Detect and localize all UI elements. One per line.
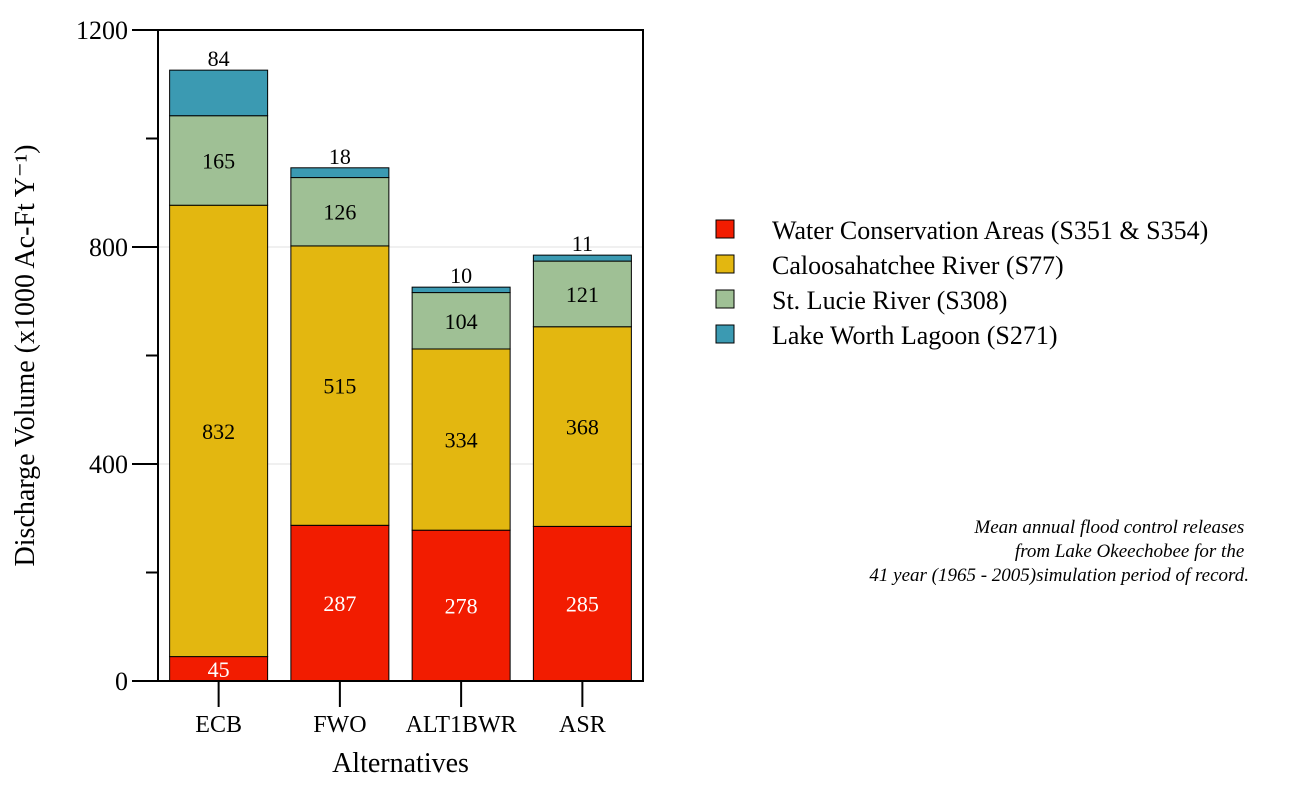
y-axis: 0 400 800 1200 xyxy=(76,16,158,696)
data-label: 165 xyxy=(202,148,235,173)
legend-swatch xyxy=(715,324,735,344)
x-tick-label: ASR xyxy=(559,712,606,738)
x-tick-label: ECB xyxy=(195,712,242,738)
y-tick-label: 800 xyxy=(89,233,128,262)
legend-label: Caloosahatchee River (S77) xyxy=(772,251,1064,280)
bar-segment xyxy=(290,177,390,247)
x-axis: ECB FWO ALT1BWR ASR xyxy=(195,681,606,738)
y-tick-label: 400 xyxy=(89,450,128,479)
data-label: 368 xyxy=(566,415,599,440)
data-label: 10 xyxy=(450,263,472,288)
data-label: 104 xyxy=(445,309,478,334)
bar-segment xyxy=(532,326,632,527)
data-label: 278 xyxy=(445,594,478,619)
bars xyxy=(169,69,632,682)
bar-segment xyxy=(169,115,269,206)
y-axis-title: Discharge Volume (x1000 Ac-Ft Y⁻¹) xyxy=(10,145,41,567)
bar-segment xyxy=(290,167,390,179)
data-label: 515 xyxy=(323,374,356,399)
annotation-line-1: Mean annual flood control releases xyxy=(973,517,1244,538)
annotation-note: Mean annual flood control releases from … xyxy=(869,517,1249,586)
y-tick-label: 0 xyxy=(115,667,128,696)
bar-segment xyxy=(411,348,511,531)
data-label: 18 xyxy=(329,144,351,169)
y-tick-label: 1200 xyxy=(76,16,128,45)
data-label: 285 xyxy=(566,592,599,617)
bar-segment xyxy=(411,529,511,682)
data-label: 334 xyxy=(445,428,478,453)
legend-swatch xyxy=(715,254,735,274)
data-label: 287 xyxy=(323,591,356,616)
legend-swatch xyxy=(715,219,735,239)
bar-segment xyxy=(169,69,269,117)
annotation-line-3: 41 year (1965 - 2005)simulation period o… xyxy=(869,565,1249,586)
data-label: 121 xyxy=(566,282,599,307)
bar-segment xyxy=(411,286,511,294)
bar-segment xyxy=(411,292,511,350)
data-label: 832 xyxy=(202,419,235,444)
x-tick-label: FWO xyxy=(313,712,366,738)
data-label: 84 xyxy=(208,46,230,71)
annotation-line-2: from Lake Okeechobee for the xyxy=(1015,541,1244,562)
bar-segment xyxy=(290,524,390,682)
bar-segment xyxy=(290,245,390,526)
bar-segment xyxy=(532,254,632,262)
bar-segment xyxy=(532,260,632,328)
legend-label: Lake Worth Lagoon (S271) xyxy=(772,321,1058,350)
legend-label: Water Conservation Areas (S351 & S354) xyxy=(772,216,1208,245)
x-axis-title: Alternatives xyxy=(332,748,469,779)
data-label: 11 xyxy=(572,231,593,256)
data-label: 126 xyxy=(323,200,356,225)
legend: Water Conservation Areas (S351 & S354) Ca… xyxy=(715,216,1208,350)
segment-labels: 45 832 165 84 287 515 126 18 278 334 104 10 285 368 12… xyxy=(202,46,599,682)
legend-swatch xyxy=(715,289,735,309)
legend-label: St. Lucie River (S308) xyxy=(772,286,1007,315)
data-label: 45 xyxy=(208,657,230,682)
bar-segment xyxy=(169,656,269,682)
x-tick-label: ALT1BWR xyxy=(406,712,517,738)
